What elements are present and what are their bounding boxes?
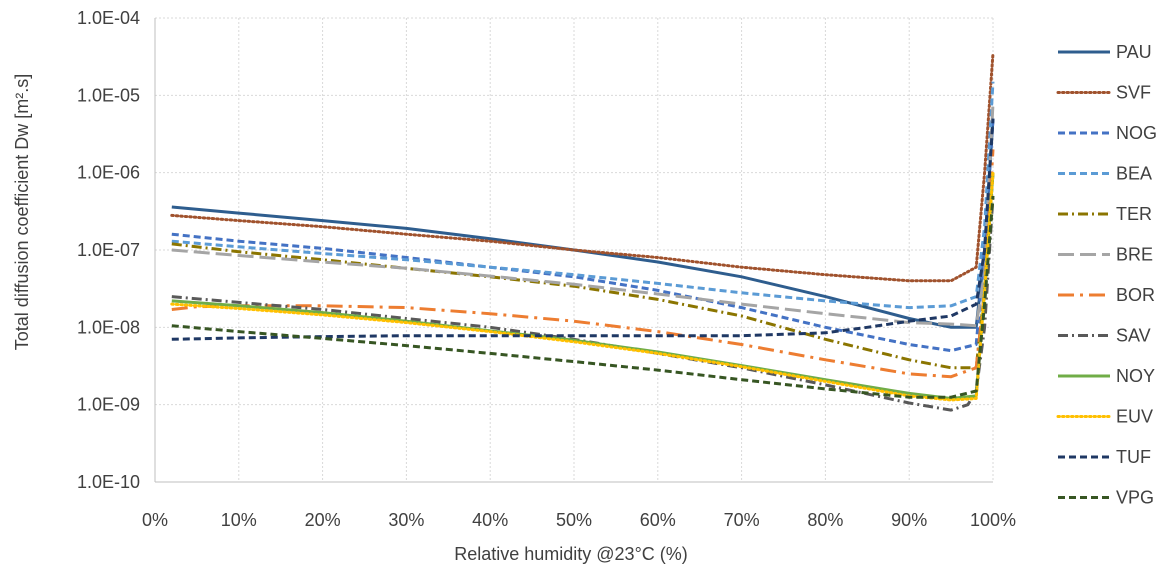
series-line-ter [171,172,995,370]
legend-label-bor: BOR [1116,285,1155,305]
series-line-sav [171,195,995,412]
series-line-pau [171,118,995,329]
y-tick-label: 1.0E-10 [77,472,140,492]
series-line-noy [171,172,995,400]
legend-label-nog: NOG [1116,123,1157,143]
legend-label-bre: BRE [1116,245,1153,265]
series-lines [170,51,995,412]
x-tick-label: 80% [807,510,843,530]
x-tick-label: 70% [724,510,760,530]
x-tick-label: 30% [388,510,424,530]
x-tick-label: 10% [221,510,257,530]
y-tick-label: 1.0E-06 [77,163,140,183]
legend-label-euv: EUV [1116,407,1153,427]
x-tick-label: 90% [891,510,927,530]
y-tick-label: 1.0E-09 [77,395,140,415]
x-tick-label: 40% [472,510,508,530]
legend-label-vpg: VPG [1116,488,1154,508]
gridlines [154,17,994,483]
series-line-bre [171,102,995,328]
legend-label-noy: NOY [1116,366,1155,386]
legend-label-ter: TER [1116,204,1152,224]
x-tick-label: 100% [970,510,1016,530]
legend-label-bea: BEA [1116,164,1152,184]
x-tick-label: 50% [556,510,592,530]
legend-label-tuf: TUF [1116,447,1151,467]
legend-label-sav: SAV [1116,326,1151,346]
y-axis-ticks: 1.0E-10 1.0E-09 1.0E-08 1.0E-07 1.0E-06 1.0E-… [77,8,140,492]
series-line-bea [171,81,995,310]
series-line-svf [170,51,995,283]
y-tick-label: 1.0E-08 [77,317,140,337]
legend-label-svf: SVF [1116,83,1151,103]
series-line-nog [171,118,995,353]
x-axis-title: Relative humidity @23°C (%) [454,544,688,564]
y-tick-label: 1.0E-07 [77,240,140,260]
x-tick-label: 60% [640,510,676,530]
x-tick-label: 20% [305,510,341,530]
legend-label-pau: PAU [1116,42,1152,62]
series-line-tuf [171,118,995,341]
y-axis-title: Total diffusion coefficient Dw [m².s] [12,74,32,350]
series-line-vpg [171,195,995,399]
y-tick-label: 1.0E-05 [77,85,140,105]
x-tick-label: 0% [142,510,168,530]
series-line-euv [170,171,995,402]
y-tick-label: 1.0E-04 [77,8,140,28]
legend: PAU SVF NOG BEA TER BRE BOR SAV NOY EUV TUF VPG [1056,42,1157,508]
x-axis-ticks: 0% 10% 20% 30% 40% 50% 60% 70% 80% 90% 100% [142,510,1016,530]
